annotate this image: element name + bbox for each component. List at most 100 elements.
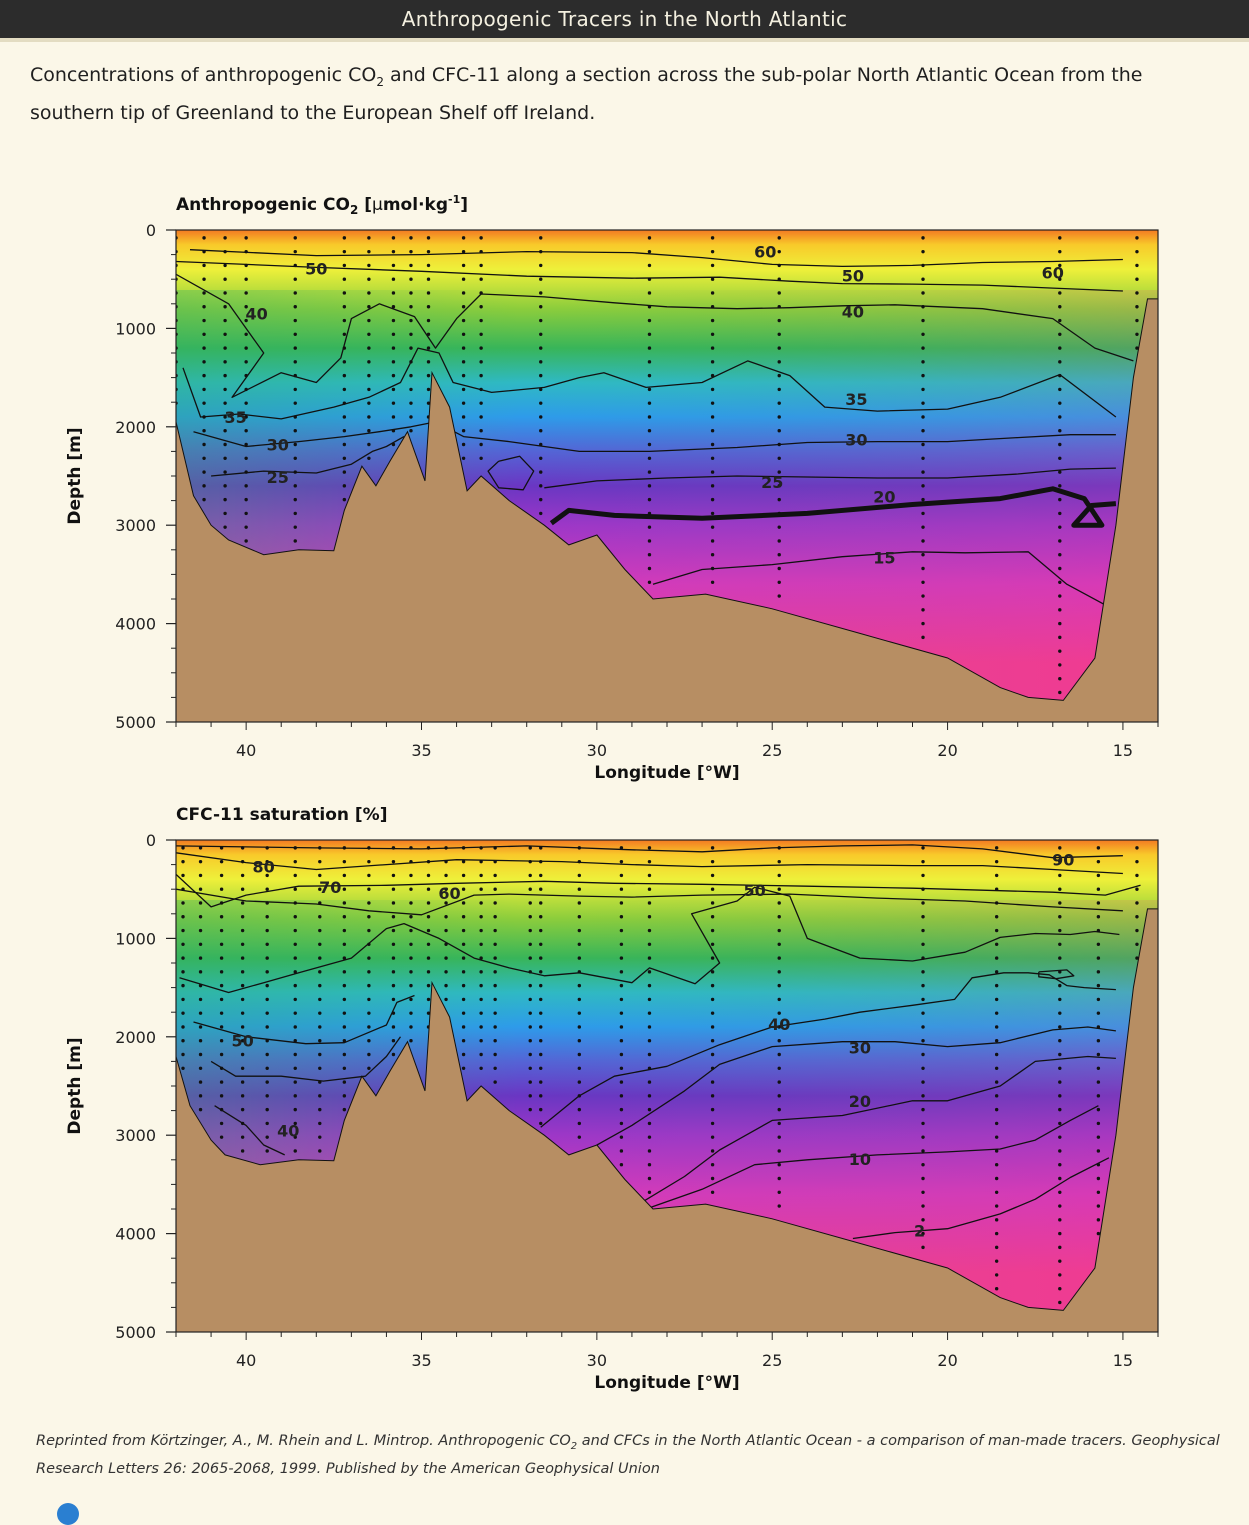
contour-label: 35 <box>224 408 246 427</box>
station-sample <box>318 983 322 988</box>
station-sample <box>921 332 925 337</box>
station-sample <box>181 915 185 919</box>
station-sample <box>293 442 297 447</box>
station-sample <box>539 1094 543 1098</box>
station-sample <box>777 1190 781 1194</box>
citation-part2: and CFCs in the North Atlantic Ocean - a… <box>36 1433 1220 1477</box>
station-sample <box>202 442 206 447</box>
station-sample <box>647 1052 652 1057</box>
station-sample <box>921 525 925 529</box>
station-sample <box>342 373 347 378</box>
station-sample <box>1135 887 1139 891</box>
station-sample <box>223 415 227 419</box>
station-sample <box>1058 677 1062 681</box>
station-sample <box>710 580 715 584</box>
station-sample <box>391 970 396 974</box>
station-sample <box>647 580 652 584</box>
station-sample <box>647 846 652 850</box>
station-sample <box>539 1052 543 1057</box>
station-sample <box>342 318 347 323</box>
station-sample <box>409 401 413 405</box>
station-sample <box>493 1039 497 1043</box>
station-sample <box>994 859 999 864</box>
station-sample <box>710 1163 715 1167</box>
station-sample <box>293 1039 297 1043</box>
station-sample <box>1135 901 1139 905</box>
station-sample <box>391 956 396 960</box>
station-sample <box>223 497 227 502</box>
station-sample <box>493 901 497 905</box>
station-sample <box>647 915 652 919</box>
station-sample <box>1096 1218 1101 1222</box>
station-sample <box>1096 1011 1101 1015</box>
station-sample <box>265 997 269 1002</box>
x-tick-label: 30 <box>587 1351 607 1370</box>
contour-label: 20 <box>873 488 895 507</box>
station-sample <box>444 901 448 905</box>
station-sample <box>994 1190 999 1194</box>
station-sample <box>367 263 371 268</box>
station-sample <box>994 915 999 919</box>
station-sample <box>1096 1190 1101 1194</box>
station-sample <box>994 1259 999 1263</box>
station-sample <box>619 1107 624 1112</box>
station-sample <box>1058 1080 1062 1084</box>
station-sample <box>1058 511 1062 516</box>
station-sample <box>539 997 543 1002</box>
station-sample <box>539 511 543 516</box>
station-sample <box>777 1039 781 1043</box>
station-sample <box>921 1231 925 1236</box>
station-sample <box>1058 1190 1062 1194</box>
station-sample <box>1058 318 1062 323</box>
station-sample <box>921 1204 925 1208</box>
station-sample <box>577 887 582 891</box>
station-sample <box>293 346 297 350</box>
station-sample <box>391 997 396 1002</box>
title-mu: µ <box>372 195 383 215</box>
station-sample <box>647 401 652 405</box>
station-sample <box>342 305 347 309</box>
station-sample <box>647 263 652 268</box>
station-sample <box>181 956 185 960</box>
station-sample <box>342 1094 347 1098</box>
station-sample <box>994 970 999 974</box>
station-sample <box>265 1121 269 1126</box>
station-sample <box>391 873 396 878</box>
station-sample <box>202 332 206 337</box>
station-sample <box>391 887 396 891</box>
station-sample <box>921 859 925 864</box>
station-sample <box>921 915 925 919</box>
station-sample <box>479 318 483 323</box>
station-sample <box>777 873 781 878</box>
station-sample <box>777 553 781 557</box>
station-sample <box>367 387 371 392</box>
contour-label: 30 <box>267 436 289 455</box>
station-sample <box>293 1011 297 1015</box>
station-sample <box>493 983 497 988</box>
station-sample <box>198 1052 203 1057</box>
station-sample <box>461 859 466 864</box>
station-sample <box>710 263 715 268</box>
station-sample <box>777 1149 781 1153</box>
station-sample <box>1058 497 1062 502</box>
station-sample <box>1096 1121 1101 1126</box>
station-sample <box>409 956 413 960</box>
station-sample <box>1058 942 1062 947</box>
station-sample <box>265 1135 269 1139</box>
station-sample <box>539 1011 543 1015</box>
station-sample <box>994 1011 999 1015</box>
station-sample <box>367 1039 371 1043</box>
intro-text: Concentrations of anthropogenic CO2 and … <box>30 60 1210 129</box>
station-sample <box>244 525 248 529</box>
station-sample <box>777 956 781 960</box>
station-sample <box>202 360 206 364</box>
station-sample <box>539 305 543 309</box>
station-sample <box>198 1080 203 1084</box>
x-tick-label: 15 <box>1113 741 1133 760</box>
station-sample <box>479 442 483 447</box>
station-sample <box>265 1107 269 1112</box>
station-sample <box>426 401 431 405</box>
station-sample <box>367 401 371 405</box>
station-sample <box>921 360 925 364</box>
station-sample <box>223 484 227 488</box>
